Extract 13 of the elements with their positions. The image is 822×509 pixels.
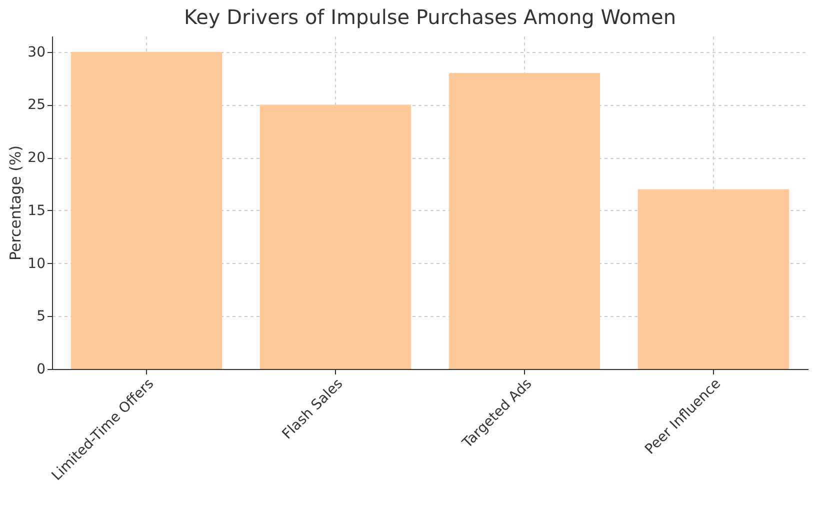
y-tick-label: 25 bbox=[28, 97, 46, 114]
y-axis-title: Percentage (%) bbox=[6, 145, 25, 261]
y-tick-label: 0 bbox=[36, 362, 46, 378]
bar bbox=[448, 73, 600, 369]
y-tick-label: 30 bbox=[28, 44, 46, 60]
bar bbox=[638, 189, 790, 369]
y-tick-label: 5 bbox=[36, 308, 46, 325]
bar bbox=[70, 52, 222, 369]
bar bbox=[260, 104, 412, 369]
y-tick-label: 20 bbox=[28, 150, 46, 166]
y-tick-label: 15 bbox=[28, 202, 46, 219]
chart-title: Key Drivers of Impulse Purchases Among Women bbox=[184, 5, 676, 29]
y-tick-label: 10 bbox=[28, 256, 46, 272]
